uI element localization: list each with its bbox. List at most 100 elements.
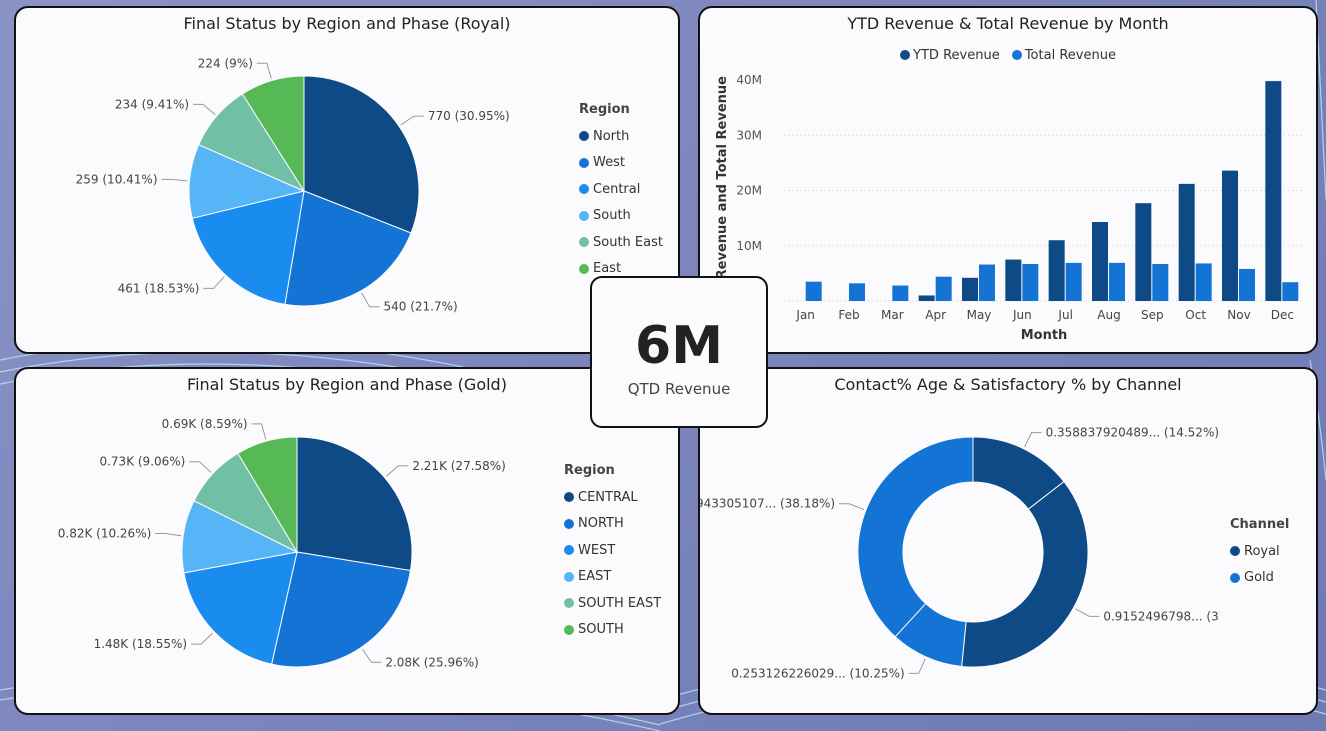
bar-total-revenue-apr[interactable] bbox=[935, 276, 952, 301]
royal-legend-item-north[interactable]: North bbox=[579, 123, 663, 150]
bar-ytd-revenue-aug[interactable] bbox=[1092, 221, 1108, 301]
bar-ytd-revenue-jul[interactable] bbox=[1048, 240, 1065, 301]
royal-slice-south[interactable] bbox=[188, 144, 306, 219]
channel-data-label: 0.943305107... (38.18%) bbox=[700, 497, 835, 511]
bar-total-revenue-may[interactable] bbox=[979, 264, 995, 301]
channel-leader-line bbox=[839, 503, 865, 511]
gold-legend-item-north[interactable]: NORTH bbox=[564, 511, 661, 538]
gold-slice-north[interactable] bbox=[271, 551, 412, 668]
bar-total-revenue-jun[interactable] bbox=[1022, 263, 1039, 301]
legend-label: WEST bbox=[578, 542, 616, 558]
gold-slice-central[interactable] bbox=[296, 436, 413, 572]
channel-donut-card[interactable]: Contact% Age & Satisfactory % by Channel… bbox=[698, 367, 1318, 715]
gold-leader-line bbox=[361, 648, 382, 663]
bar-total-revenue-sep[interactable] bbox=[1152, 263, 1169, 301]
x-axis-label: Month bbox=[1021, 328, 1068, 343]
royal-pie-title: Final Status by Region and Phase (Royal) bbox=[183, 14, 511, 33]
bar-ytd-revenue-may[interactable] bbox=[962, 277, 978, 301]
legend-label: Gold bbox=[1244, 570, 1274, 586]
royal-legend-item-south-east[interactable]: South East bbox=[579, 229, 663, 256]
royal-pie-card[interactable]: Final Status by Region and Phase (Royal)… bbox=[14, 6, 680, 354]
channel-slice-1[interactable] bbox=[961, 480, 1089, 668]
x-tick-label: Jan bbox=[795, 308, 815, 322]
channel-legend-item-gold[interactable]: Gold bbox=[1230, 565, 1289, 592]
gold-slice-west[interactable] bbox=[183, 551, 298, 665]
y-tick-label: 30M bbox=[736, 128, 762, 142]
y-tick-label: 40M bbox=[736, 73, 762, 87]
bar-ytd-revenue-apr[interactable] bbox=[918, 295, 935, 301]
bar-ytd-revenue-oct[interactable] bbox=[1178, 183, 1195, 301]
legend-label: North bbox=[593, 128, 630, 144]
legend-label: SOUTH bbox=[578, 622, 624, 638]
legend-marker bbox=[579, 263, 589, 274]
x-tick-label: Feb bbox=[838, 308, 859, 322]
legend-marker bbox=[564, 545, 574, 556]
bar-ytd-revenue-nov[interactable] bbox=[1222, 170, 1238, 301]
gold-slice-south[interactable] bbox=[237, 436, 298, 554]
royal-legend-item-south[interactable]: South bbox=[579, 203, 663, 230]
bar-total-revenue-aug[interactable] bbox=[1109, 262, 1125, 301]
revenue-bar-legend: YTD Revenue Total Revenue bbox=[700, 48, 1316, 63]
bar-total-revenue-jan[interactable] bbox=[805, 281, 822, 301]
kpi-value: 6M bbox=[635, 316, 723, 376]
legend-item-ytd: YTD Revenue bbox=[900, 48, 1000, 63]
bar-ytd-revenue-jun[interactable] bbox=[1005, 259, 1022, 301]
gold-leader-line bbox=[385, 465, 409, 477]
bar-total-revenue-feb[interactable] bbox=[849, 283, 865, 301]
legend-title: Channel bbox=[1230, 517, 1290, 532]
legend-title: Region bbox=[564, 463, 615, 478]
royal-slice-central[interactable] bbox=[191, 190, 305, 305]
bar-total-revenue-dec[interactable] bbox=[1282, 282, 1299, 301]
gold-legend-item-south[interactable]: SOUTH bbox=[564, 617, 661, 644]
royal-pie-legend: Region North West Central South South East Ea… bbox=[579, 102, 663, 282]
royal-data-label: 234 (9.41%) bbox=[115, 97, 189, 111]
bar-total-revenue-nov[interactable] bbox=[1239, 268, 1255, 301]
gold-legend-item-central[interactable]: CENTRAL bbox=[564, 484, 661, 511]
x-tick-label: Dec bbox=[1271, 308, 1294, 322]
bar-ytd-revenue-dec[interactable] bbox=[1265, 81, 1282, 301]
bar-total-revenue-mar[interactable] bbox=[892, 285, 909, 301]
royal-slice-east[interactable] bbox=[241, 75, 305, 193]
qtd-revenue-card[interactable]: 6M QTD Revenue bbox=[590, 276, 768, 428]
gold-pie-card[interactable]: Final Status by Region and Phase (Gold) … bbox=[14, 367, 680, 715]
royal-legend-item-west[interactable]: West bbox=[579, 150, 663, 177]
gold-data-label: 1.48K (18.55%) bbox=[94, 637, 188, 651]
channel-legend-item-royal[interactable]: Royal bbox=[1230, 538, 1289, 565]
legend-marker bbox=[1230, 572, 1240, 583]
x-tick-label: Mar bbox=[881, 308, 904, 322]
y-axis-label: YTD Revenue and Total Revenue bbox=[715, 76, 730, 314]
gold-slice-east[interactable] bbox=[181, 500, 299, 574]
channel-data-label: 0.253126226029... (10.25%) bbox=[731, 666, 904, 680]
royal-slice-west[interactable] bbox=[284, 190, 412, 307]
x-tick-label: Oct bbox=[1185, 308, 1206, 322]
royal-data-label: 461 (18.53%) bbox=[118, 281, 200, 295]
bar-total-revenue-jul[interactable] bbox=[1065, 262, 1082, 301]
gold-pie-chart[interactable]: 2.21K (27.58%) 2.08K (25.96%) 1.48K (18.55… bbox=[16, 369, 576, 715]
royal-data-label: 224 (9%) bbox=[198, 56, 253, 70]
royal-pie-chart[interactable]: 770 (30.95%) 540 (21.7%) 461 (18.53%) 259 (… bbox=[16, 8, 576, 354]
x-tick-label: Aug bbox=[1097, 308, 1120, 322]
revenue-bar-card[interactable]: YTD Revenue & Total Revenue by Month YTD… bbox=[698, 6, 1318, 354]
royal-legend-item-east[interactable]: East bbox=[579, 256, 663, 283]
legend-title: Region bbox=[579, 102, 630, 117]
legend-marker bbox=[579, 131, 589, 142]
gold-data-label: 2.08K (25.96%) bbox=[385, 655, 479, 669]
gold-legend-item-west[interactable]: WEST bbox=[564, 537, 661, 564]
channel-data-label: 0.358837920489... (14.52%) bbox=[1046, 426, 1219, 440]
gold-legend-item-south-east[interactable]: SOUTH EAST bbox=[564, 590, 661, 617]
channel-slice-3[interactable] bbox=[857, 436, 974, 638]
gold-leader-line bbox=[155, 533, 182, 537]
bar-total-revenue-oct[interactable] bbox=[1195, 263, 1212, 301]
legend-marker bbox=[579, 210, 589, 221]
royal-slice-north[interactable] bbox=[303, 75, 420, 234]
bar-ytd-revenue-sep[interactable] bbox=[1135, 203, 1152, 301]
royal-leader-line bbox=[400, 115, 424, 126]
legend-marker bbox=[564, 518, 574, 529]
channel-donut-chart[interactable]: 0.358837920489... (14.52%) 0.9152496798..… bbox=[700, 369, 1220, 715]
revenue-bar-chart[interactable]: 10M 20M 30M 40M YTD Revenue and Total Revenu… bbox=[700, 8, 1318, 354]
gold-data-label: 0.69K (8.59%) bbox=[162, 417, 248, 431]
legend-marker bbox=[564, 624, 574, 635]
royal-legend-item-central[interactable]: Central bbox=[579, 176, 663, 203]
gold-data-label: 0.73K (9.06%) bbox=[99, 455, 185, 469]
gold-legend-item-east[interactable]: EAST bbox=[564, 564, 661, 591]
